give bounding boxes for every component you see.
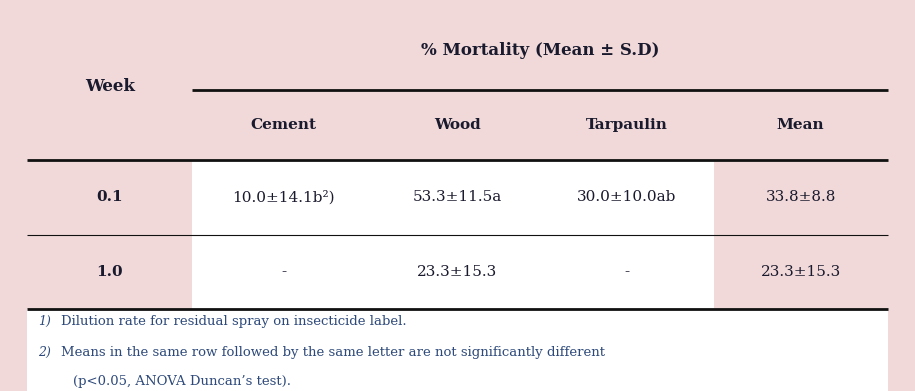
Text: 1.0: 1.0 [96, 265, 124, 279]
Text: Mean: Mean [777, 118, 824, 132]
Text: 23.3±15.3: 23.3±15.3 [417, 265, 498, 279]
Text: 2): 2) [38, 346, 51, 359]
Text: (p<0.05, ANOVA Duncan’s test).: (p<0.05, ANOVA Duncan’s test). [73, 375, 291, 388]
Text: Tarpaulin: Tarpaulin [586, 118, 668, 132]
Text: Means in the same row followed by the same letter are not significantly differen: Means in the same row followed by the sa… [61, 346, 606, 359]
Text: 23.3±15.3: 23.3±15.3 [760, 265, 841, 279]
Text: 10.0±14.1b²): 10.0±14.1b²) [232, 190, 335, 204]
Text: Wood: Wood [434, 118, 481, 132]
Text: 30.0±10.0ab: 30.0±10.0ab [577, 190, 676, 204]
Text: -: - [624, 265, 630, 279]
Bar [27, 12, 888, 309]
Text: 1): 1) [38, 315, 51, 328]
Text: 53.3±11.5a: 53.3±11.5a [413, 190, 502, 204]
Text: % Mortality (Mean ± S.D): % Mortality (Mean ± S.D) [421, 42, 659, 59]
Bar [192, 160, 714, 235]
Text: 33.8±8.8: 33.8±8.8 [766, 190, 835, 204]
Bar [192, 235, 714, 309]
Text: Week: Week [85, 77, 135, 95]
Text: -: - [281, 265, 286, 279]
Text: Cement: Cement [251, 118, 317, 132]
Text: Dilution rate for residual spray on insecticide label.: Dilution rate for residual spray on inse… [61, 315, 407, 328]
Bar [27, 309, 888, 391]
Text: 0.1: 0.1 [96, 190, 124, 204]
